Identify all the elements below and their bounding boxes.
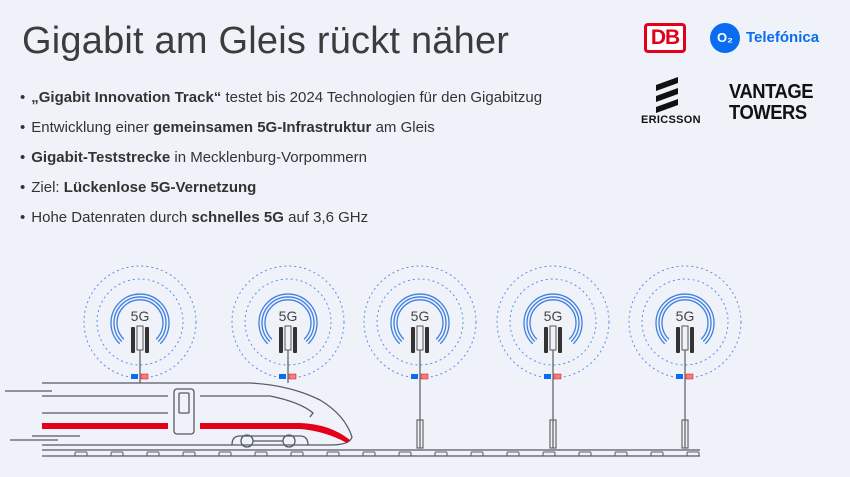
rail-sleeper <box>182 451 196 457</box>
bullet-text: in Mecklenburg-Vorpommern <box>170 149 367 166</box>
bullet-item: „Gigabit Innovation Track“ testet bis 20… <box>20 88 542 118</box>
bullet-text: auf 3,6 GHz <box>283 209 369 226</box>
slide-title: Gigabit am Gleis rückt näher <box>22 20 510 62</box>
vantage-towers-logo: VANTAGE TOWERS <box>729 82 813 124</box>
rail-track <box>42 449 700 457</box>
rail-sleeper <box>614 451 628 457</box>
o2-mini-icon <box>544 374 551 379</box>
vantage-line1: VANTAGE <box>729 81 814 103</box>
5g-mast: 5G <box>628 265 742 449</box>
ericsson-logo-text: ERICSSON <box>641 114 701 126</box>
bullet-text: Ziel: <box>31 179 64 196</box>
bullet-text: Entwicklung einer <box>31 119 153 136</box>
ericsson-icon <box>656 77 678 113</box>
rail-sleeper <box>110 451 124 457</box>
rail-sleeper <box>434 451 448 457</box>
bullet-text: am Gleis <box>371 119 435 136</box>
db-mini-icon <box>288 373 297 380</box>
rail-sleeper <box>578 451 592 457</box>
o2-mini-icon <box>279 374 286 379</box>
rail-sleeper <box>254 451 268 457</box>
db-mini-icon <box>140 373 149 380</box>
db-mini-icon <box>553 373 562 380</box>
rail-sleeper <box>218 451 232 457</box>
rail-sleeper <box>326 451 340 457</box>
rail-sleeper <box>650 451 664 457</box>
5g-label: 5G <box>279 308 298 324</box>
rail-sleeper <box>542 451 556 457</box>
bullet-text: Hohe Datenraten durch <box>31 209 192 226</box>
bullet-item: Entwicklung einer gemeinsamen 5G-Infrast… <box>20 118 542 148</box>
rail-sleeper <box>470 451 484 457</box>
bullet-text: gemeinsamen 5G-Infrastruktur <box>153 119 372 136</box>
bullet-text: Gigabit-Teststrecke <box>31 149 171 166</box>
db-logo: DB <box>644 23 686 53</box>
5g-label: 5G <box>544 308 563 324</box>
rail-sleeper <box>398 451 412 457</box>
train-red-stripe <box>42 423 350 443</box>
o2-logo: O₂ <box>710 23 740 53</box>
rail-sleeper <box>74 451 88 457</box>
5g-label: 5G <box>411 308 430 324</box>
bullet-item: Ziel: Lückenlose 5G-Vernetzung <box>20 178 542 208</box>
bullet-text: „Gigabit Innovation Track“ <box>31 89 222 106</box>
telefonica-logo-text: Telefónica <box>746 29 820 46</box>
rail-sleeper <box>362 451 376 457</box>
bullet-text: schnelles 5G <box>191 209 284 226</box>
5g-mast: 5G <box>496 265 610 449</box>
bullet-item: Hohe Datenraten durch schnelles 5G auf 3… <box>20 208 542 238</box>
5g-mast: 5G <box>83 265 197 383</box>
5g-mast: 5G <box>363 265 477 449</box>
db-mini-icon <box>685 373 694 380</box>
5g-mast: 5G <box>231 265 345 383</box>
rail-sleeper <box>146 451 160 457</box>
rail-sleeper <box>506 451 520 457</box>
bullet-list: „Gigabit Innovation Track“ testet bis 20… <box>20 88 542 238</box>
o2-mini-icon <box>131 374 138 379</box>
bullet-item: Gigabit-Teststrecke in Mecklenburg-Vorpo… <box>20 148 542 178</box>
5g-label: 5G <box>131 308 150 324</box>
db-mini-icon <box>420 373 429 380</box>
bullet-text: testet bis 2024 Technologien für den Gig… <box>221 89 543 106</box>
rail-sleeper <box>290 451 304 457</box>
o2-mini-icon <box>676 374 683 379</box>
bullet-text: Lückenlose 5G-Vernetzung <box>63 179 257 196</box>
rail-sleeper <box>686 451 700 457</box>
train-icon <box>5 382 353 448</box>
o2-mini-icon <box>411 374 418 379</box>
vantage-line2: TOWERS <box>729 102 807 124</box>
5g-label: 5G <box>676 308 695 324</box>
